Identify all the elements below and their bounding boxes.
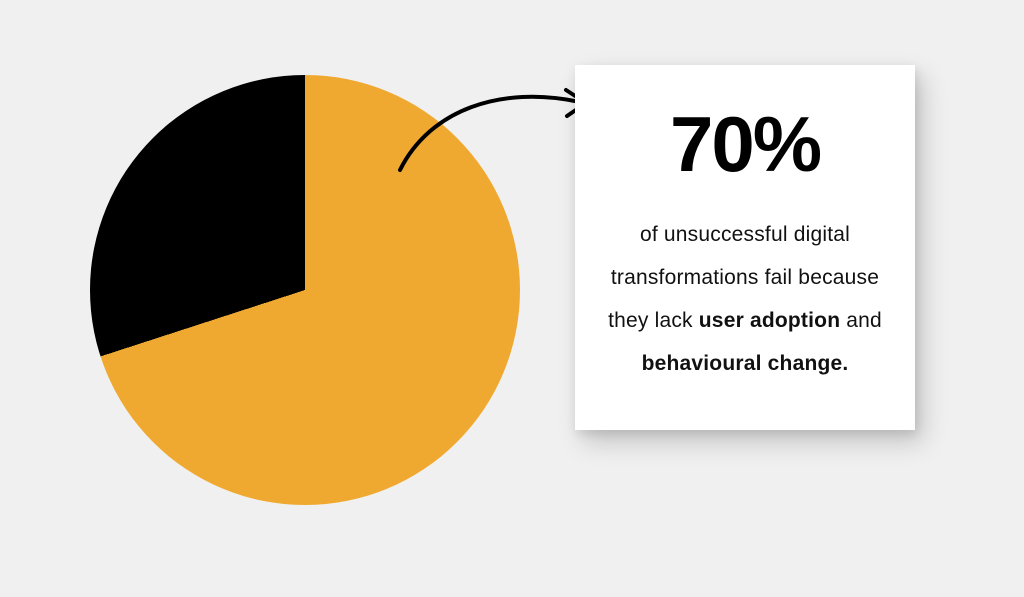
pie-circle [90, 75, 520, 505]
infographic-container: 70% of unsuccessful digital transformati… [0, 0, 1024, 597]
stat-text-bold2: behavioural change. [642, 352, 849, 375]
stat-text-part2: and [840, 309, 882, 332]
pie-chart [90, 75, 520, 505]
stat-number: 70% [605, 105, 885, 183]
stat-card: 70% of unsuccessful digital transformati… [575, 65, 915, 430]
stat-text-bold1: user adoption [699, 309, 840, 332]
stat-body-text: of unsuccessful digital transformations … [605, 213, 885, 385]
